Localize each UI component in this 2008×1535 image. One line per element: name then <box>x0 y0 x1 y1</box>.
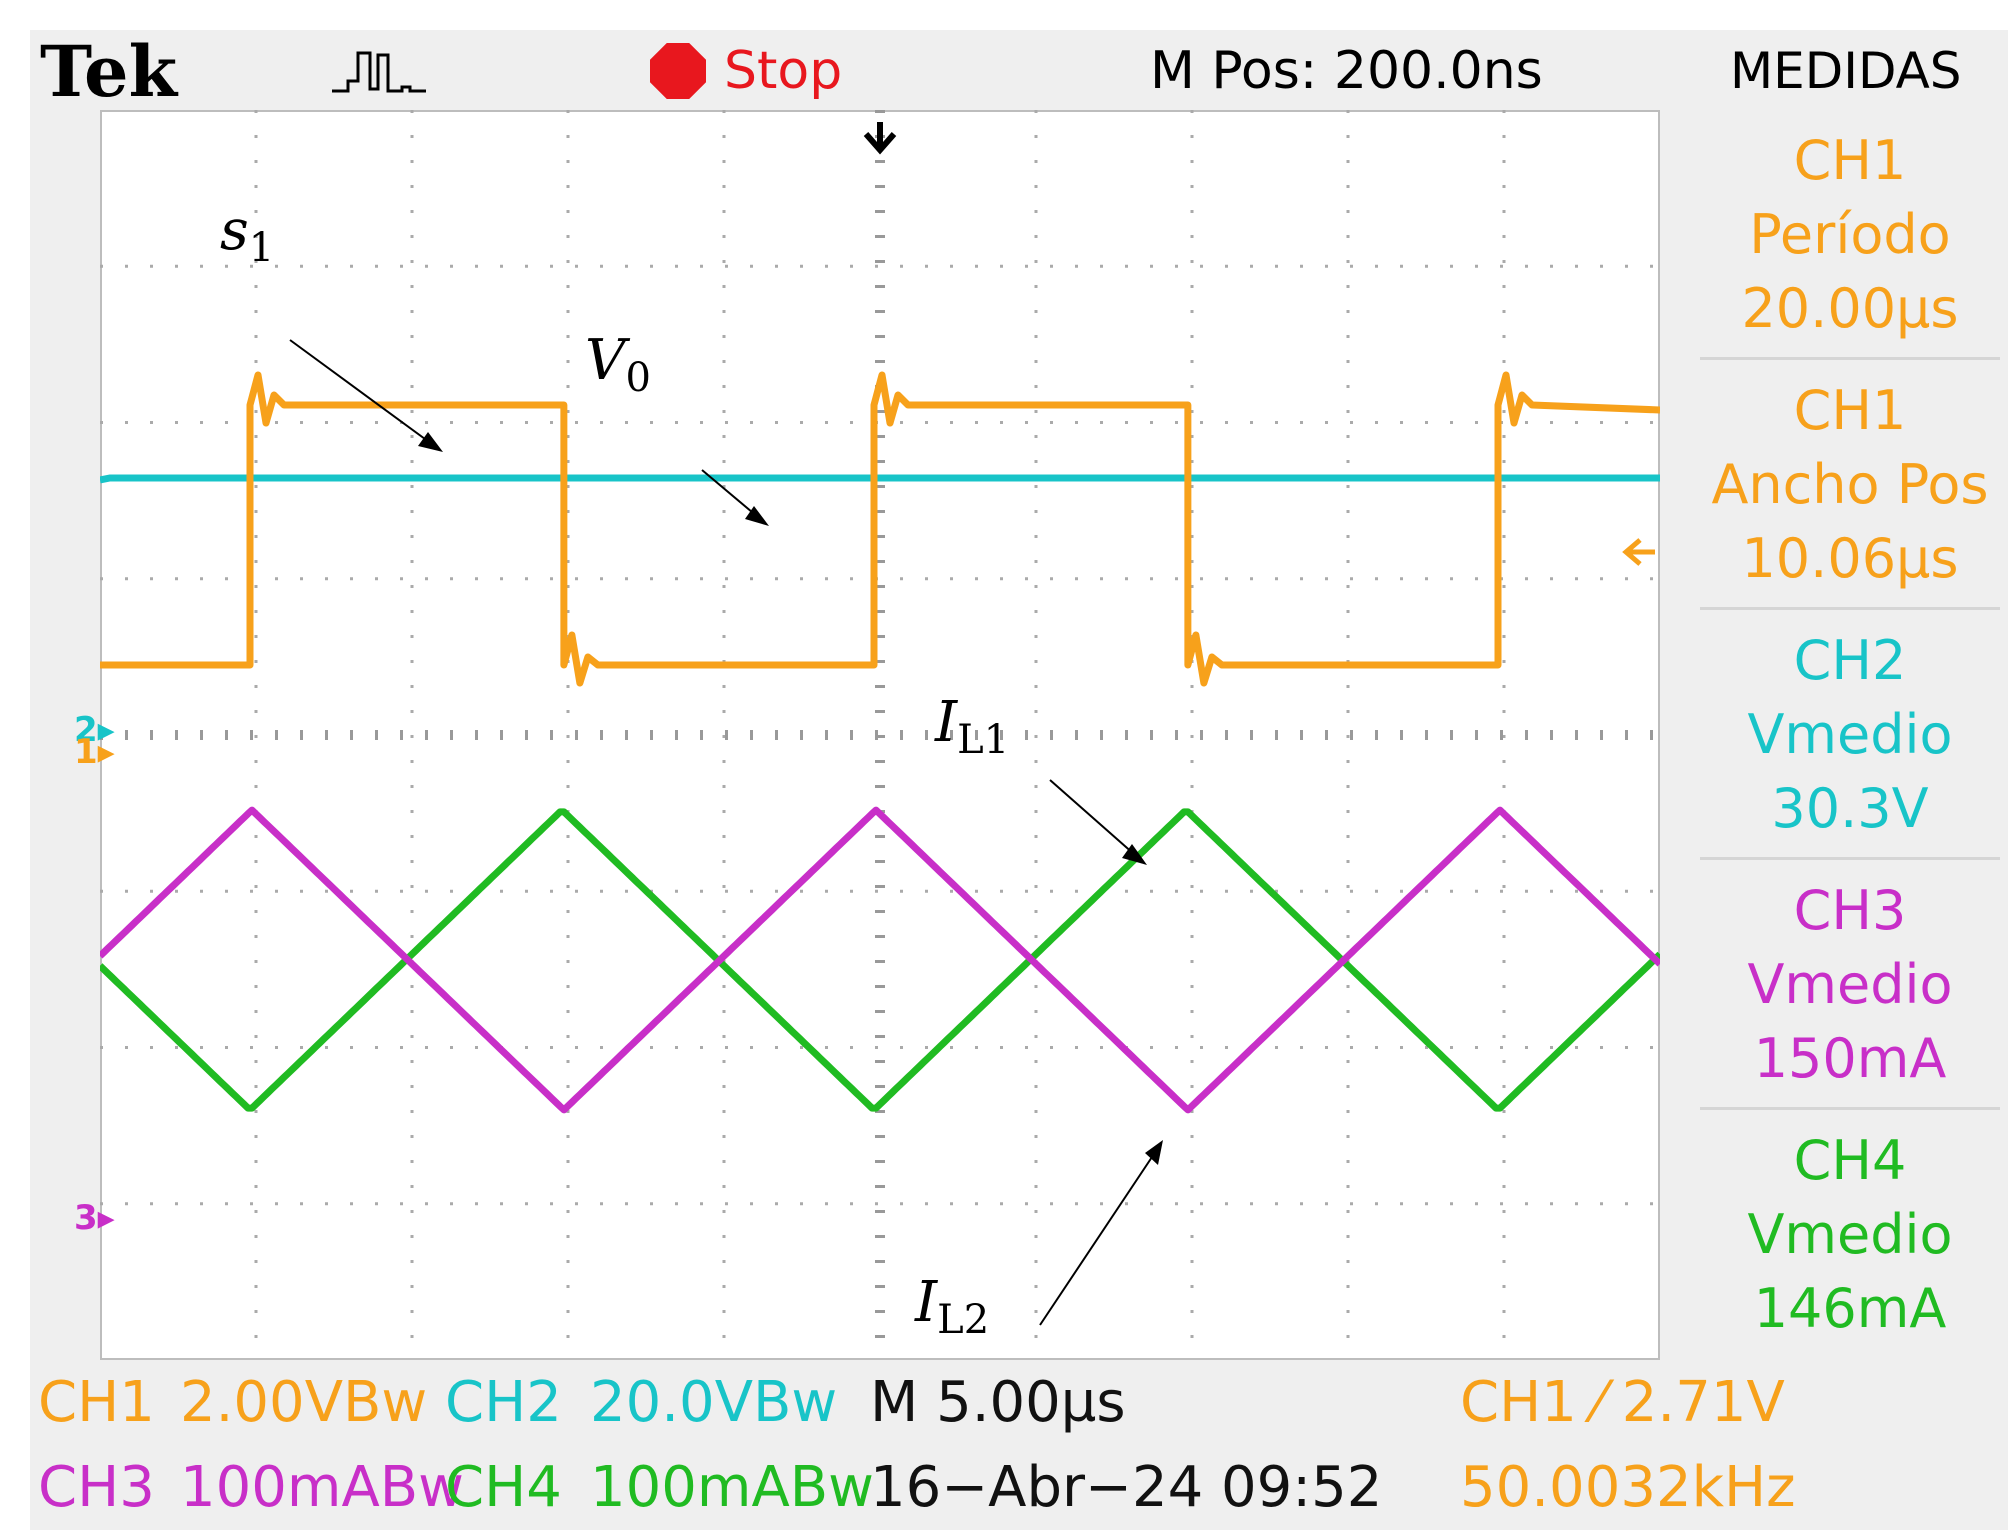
annotation-arrow-il2 <box>1039 1144 1161 1326</box>
trace-ch3 <box>100 806 1660 1114</box>
measurement-4[interactable]: CH3 Vmedio 150mA <box>1700 862 2000 1110</box>
ch3-label: CH3 <box>38 1455 155 1520</box>
annotation-arrowhead-il1 <box>1122 844 1147 865</box>
ch2-scale[interactable]: 20.0VBw <box>590 1370 838 1435</box>
measurement-2[interactable]: CH1 Ancho Pos 10.06µs <box>1700 362 2000 610</box>
ch3-scale[interactable]: 100mABw <box>180 1455 464 1520</box>
label-il2: IL2 <box>915 1270 990 1344</box>
annotation-arrowhead-v0 <box>745 506 769 526</box>
ch1-scale[interactable]: 2.00VBw <box>180 1370 428 1435</box>
measurement-1[interactable]: CH1 Período 20.00µs <box>1700 112 2000 360</box>
waveform-display <box>100 110 1660 1338</box>
ch2-label: CH2 <box>445 1370 562 1435</box>
brand-logo: Tek <box>40 29 178 113</box>
annotation-arrow-il1 <box>1049 779 1144 863</box>
run-state-indicator[interactable]: Stop <box>650 30 842 112</box>
measurements-panel: CH1 Período 20.00µs CH1 Ancho Pos 10.06µ… <box>1700 112 2000 1360</box>
graticule-dots <box>100 110 1653 1338</box>
measurements-title: MEDIDAS <box>1730 42 1962 100</box>
label-il1: IL1 <box>935 690 1010 764</box>
label-v0: V0 <box>585 328 651 402</box>
ch1-ground-marker: 1▸ <box>74 732 115 772</box>
trace-ch4 <box>100 808 1660 1112</box>
annotation-arrowhead-il2 <box>1145 1140 1163 1165</box>
timebase[interactable]: M 5.00µs <box>870 1370 1126 1435</box>
ch3-ground-marker: 3▸ <box>74 1198 115 1238</box>
ch1-label: CH1 <box>38 1370 155 1435</box>
trigger-readout[interactable]: CH1 ⁄ 2.71V <box>1460 1370 1785 1435</box>
annotation-arrowhead-s1 <box>418 432 443 452</box>
run-state-label: Stop <box>724 41 843 101</box>
horizontal-position: M Pos: 200.0ns <box>1150 41 1543 101</box>
annotation-arrow-s1 <box>289 339 441 451</box>
trace-ch1 <box>100 371 1660 687</box>
trigger-position-icon <box>863 122 897 155</box>
ch4-scale[interactable]: 100mABw <box>590 1455 874 1520</box>
measurement-5[interactable]: CH4 Vmedio 146mA <box>1747 1129 1953 1340</box>
pulse-icon <box>330 30 430 112</box>
oscilloscope-screen: Tek Stop M Pos: 200.0ns MEDIDAS 2▸ 1▸ 3▸… <box>30 30 2008 1530</box>
measurement-3[interactable]: CH2 Vmedio 30.3V <box>1700 612 2000 860</box>
trace-ch2 <box>100 474 1660 484</box>
datetime: 16−Abr−24 09:52 <box>870 1455 1383 1520</box>
ch2-ground-marker: 2▸ <box>74 710 115 750</box>
frequency-readout: 50.0032kHz <box>1460 1455 1796 1520</box>
ch4-label: CH4 <box>445 1455 562 1520</box>
trigger-level-icon <box>1622 538 1655 566</box>
label-s1: s1 <box>220 198 275 272</box>
stop-icon <box>650 43 706 99</box>
